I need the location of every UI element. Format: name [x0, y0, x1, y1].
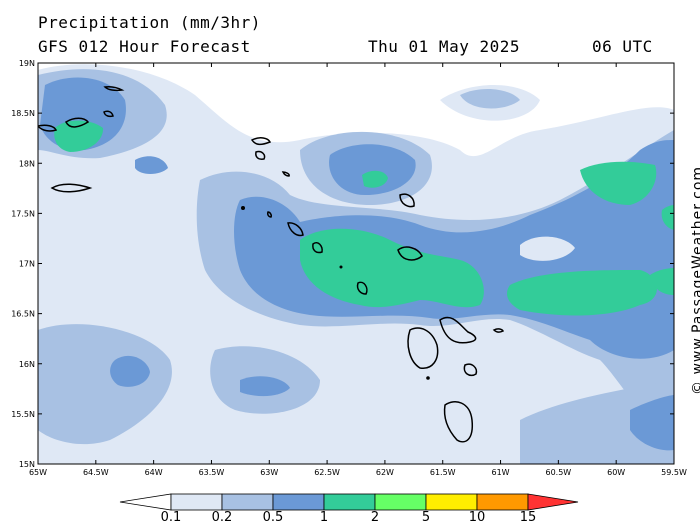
legend-swatch: [476, 493, 529, 511]
legend-swatch: [323, 493, 376, 511]
legend-label: 15: [520, 510, 537, 525]
legend-swatch: [272, 493, 325, 511]
legend-label: 10: [469, 510, 486, 525]
model-forecast-label: GFS 012 Hour Forecast: [38, 37, 251, 56]
lon-label: 64W: [145, 468, 163, 477]
precipitation-legend: 0.1 0.2 0.5 1 2 5 10 15: [119, 493, 579, 525]
lon-label: 62W: [376, 468, 394, 477]
chart-title: Precipitation (mm/3hr): [38, 13, 261, 32]
longitude-axis: 65W 64.5W 64W 63.5W 63W 62.5W 62W 61.5W 61W 60.5W…: [29, 63, 687, 477]
lon-label: 63.5W: [199, 468, 225, 477]
legend-label: 0.2: [212, 510, 233, 525]
legend-swatch: [170, 493, 223, 511]
lat-label: 19N: [19, 59, 35, 68]
legend-swatch: [119, 493, 172, 511]
legend-swatch: [374, 493, 427, 511]
lon-label: 64.5W: [83, 468, 109, 477]
lat-label: 17.5N: [11, 209, 35, 218]
legend-swatch: [221, 493, 274, 511]
lon-label: 62.5W: [314, 468, 340, 477]
legend-label: 5: [422, 510, 430, 525]
forecast-date: Thu 01 May 2025: [368, 37, 520, 56]
lon-label: 60.5W: [545, 468, 571, 477]
forecast-time: 06 UTC: [592, 37, 653, 56]
lat-label: 18N: [19, 159, 35, 168]
legend-swatch: [425, 493, 478, 511]
lat-label: 18.5N: [11, 109, 35, 118]
lon-label: 61.5W: [430, 468, 456, 477]
latitude-axis: 19N 18.5N 18N 17.5N 17N 16.5N 16N 15.5N 15N: [11, 59, 674, 469]
precip-field: [38, 64, 674, 464]
lat-label: 16.5N: [11, 310, 35, 319]
lon-label: 63W: [260, 468, 278, 477]
legend-label: 2: [371, 510, 379, 525]
legend-label: 0.1: [161, 510, 182, 525]
lon-label: 65W: [29, 468, 47, 477]
legend-label: 0.5: [263, 510, 284, 525]
lat-label: 15N: [19, 460, 35, 469]
lat-label: 16N: [19, 360, 35, 369]
legend-label: 1: [320, 510, 328, 525]
lon-label: 60W: [607, 468, 625, 477]
coastlines: [38, 86, 505, 443]
lat-label: 15.5N: [11, 410, 35, 419]
legend-swatch: [527, 493, 579, 511]
lat-label: 17N: [19, 260, 35, 269]
lon-label: 61W: [491, 468, 509, 477]
lon-label: 59.5W: [661, 468, 687, 477]
